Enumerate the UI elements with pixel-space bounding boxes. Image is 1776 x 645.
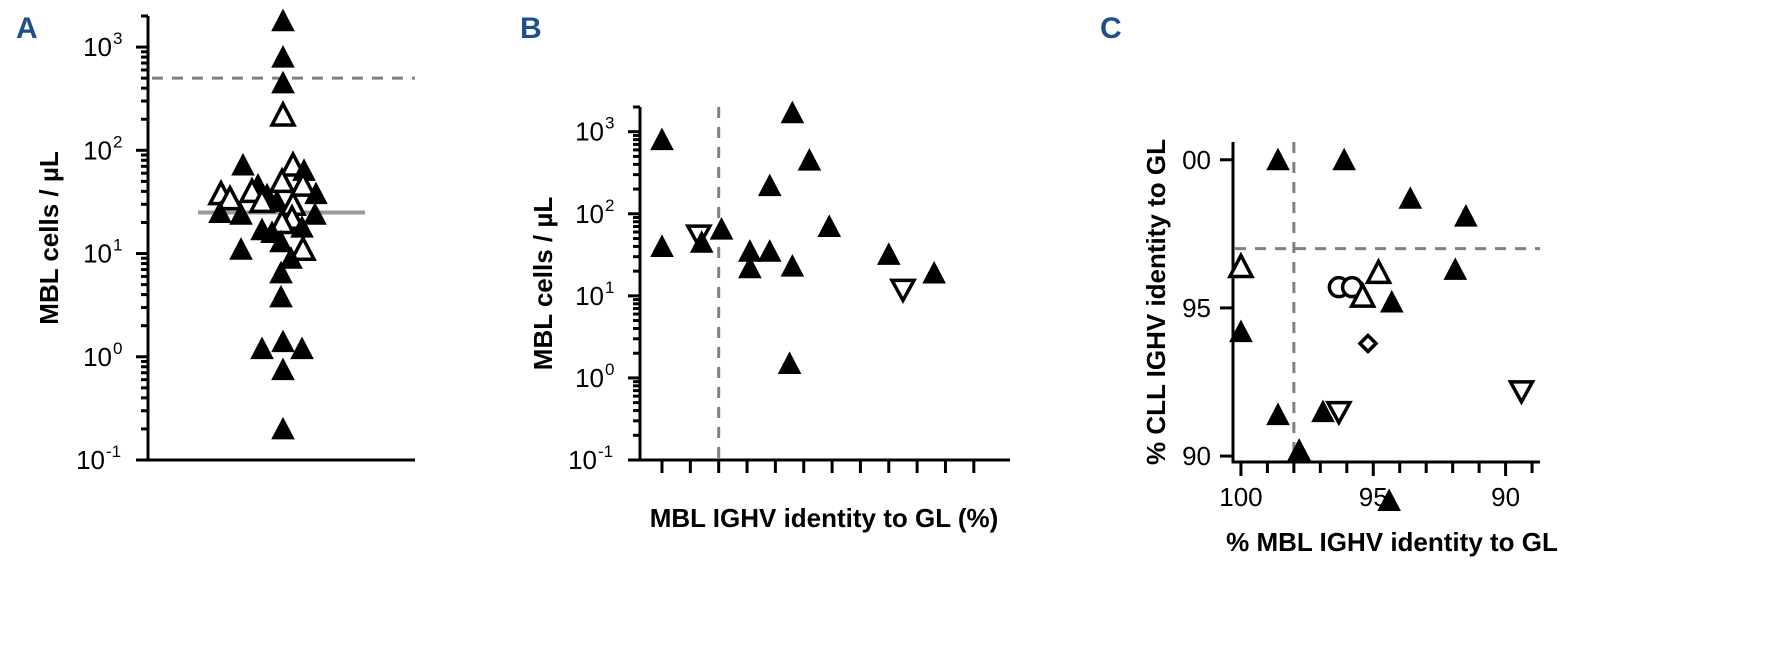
y-tick-label-exponent: 0 — [113, 339, 122, 358]
data-point — [757, 173, 782, 197]
data-point — [216, 183, 244, 211]
data-point — [876, 242, 901, 265]
y-tick-label: 90 — [1182, 441, 1211, 471]
y-tick-label-base: 10 — [568, 445, 597, 475]
data-point — [269, 284, 293, 308]
y-tick-label-base: 10 — [575, 117, 604, 147]
data-point — [1454, 203, 1478, 227]
data-point — [289, 234, 317, 262]
data-point — [290, 336, 314, 360]
y-tick-label-base: 10 — [83, 342, 112, 372]
data-point — [269, 100, 297, 127]
data-point — [1287, 438, 1311, 461]
y-axis-title: % CLL IGHV identity to GL — [1141, 139, 1171, 465]
data-point — [1507, 380, 1536, 406]
y-axis-title: MBL cells / µL — [528, 197, 558, 371]
data-point — [289, 170, 317, 197]
data-point — [777, 351, 802, 374]
y-tick-label-exponent: 3 — [605, 114, 614, 133]
data-point — [1229, 319, 1253, 343]
data-point — [271, 45, 295, 68]
x-axis-title: % MBL IGHV identity to GL — [1226, 527, 1558, 557]
data-point — [1332, 147, 1356, 171]
data-point — [922, 260, 946, 284]
y-tick-label-base: 10 — [83, 239, 112, 269]
data-point — [229, 202, 253, 225]
y-tick-label-base: 10 — [575, 281, 604, 311]
x-tick-label: 90 — [1491, 482, 1520, 512]
y-tick-label: 95 — [1182, 293, 1211, 323]
data-point — [271, 70, 295, 94]
data-point — [780, 100, 805, 124]
data-point — [271, 416, 295, 440]
data-point — [1311, 399, 1335, 423]
x-axis-title: MBL IGHV identity to GL (%) — [650, 503, 999, 533]
data-point — [780, 254, 805, 277]
data-point — [271, 8, 295, 32]
y-tick-label-exponent: 0 — [605, 360, 614, 379]
data-point — [229, 237, 253, 260]
panel-label-c: C — [1100, 12, 1122, 45]
y-tick-label-base: 10 — [83, 135, 112, 165]
y-tick-label-base: 10 — [575, 199, 604, 229]
data-point — [1398, 186, 1423, 209]
data-point — [1364, 257, 1393, 285]
data-point — [1348, 281, 1377, 308]
panel-label-b: B — [520, 12, 542, 45]
data-point — [231, 152, 255, 176]
data-point — [1266, 402, 1290, 426]
data-point — [1324, 400, 1353, 427]
y-tick-label-exponent: 1 — [113, 236, 122, 255]
data-point — [650, 234, 674, 257]
data-point — [1357, 333, 1379, 354]
data-point — [797, 148, 822, 171]
x-tick-label: 100 — [1219, 482, 1262, 512]
y-tick-label-exponent: 2 — [605, 196, 614, 215]
y-tick-label: 00 — [1182, 145, 1211, 175]
data-point — [208, 200, 232, 223]
data-point — [279, 246, 303, 269]
data-point — [271, 329, 295, 353]
data-point — [738, 255, 762, 279]
data-point — [1377, 488, 1401, 512]
data-point — [817, 214, 842, 237]
data-point — [268, 166, 296, 194]
y-tick-label-exponent: 2 — [113, 132, 122, 151]
data-point — [269, 260, 293, 284]
data-point — [689, 230, 714, 253]
data-point — [1379, 289, 1404, 313]
y-tick-label-exponent: -1 — [598, 442, 613, 461]
data-point — [1443, 257, 1468, 280]
data-point — [248, 186, 276, 214]
y-tick-label-exponent: 3 — [113, 29, 122, 48]
y-axis-title: MBL cells / µL — [34, 151, 64, 325]
panel-label-a: A — [16, 12, 38, 45]
y-tick-label-base: 10 — [83, 32, 112, 62]
data-point — [1266, 147, 1290, 171]
y-tick-label-base: 10 — [575, 363, 604, 393]
data-point — [650, 127, 674, 151]
data-point — [269, 229, 293, 253]
data-point — [303, 202, 327, 225]
y-tick-label-base: 10 — [76, 445, 105, 475]
data-point — [1227, 251, 1255, 279]
data-point — [271, 357, 295, 381]
data-point — [888, 278, 917, 304]
y-tick-label-exponent: -1 — [106, 442, 121, 461]
data-point — [709, 217, 734, 240]
data-point — [304, 181, 328, 205]
y-tick-label-exponent: 1 — [605, 278, 614, 297]
data-point — [757, 239, 782, 262]
data-point — [250, 336, 274, 360]
